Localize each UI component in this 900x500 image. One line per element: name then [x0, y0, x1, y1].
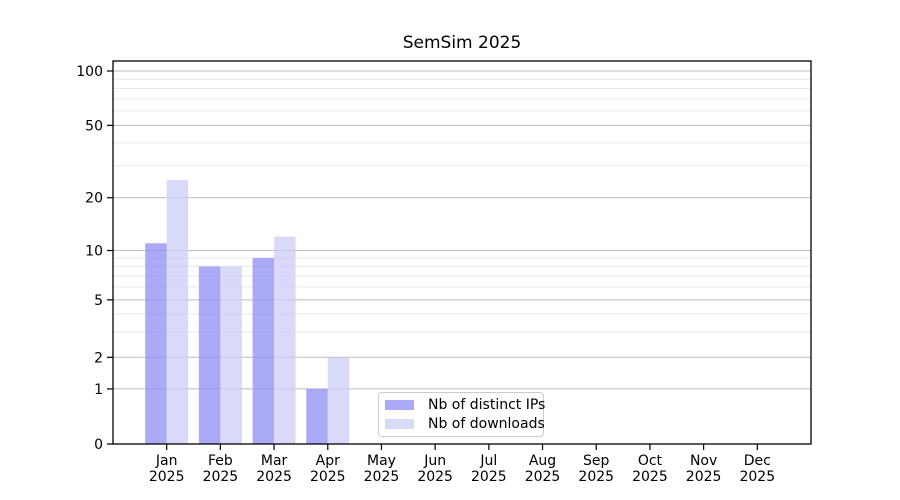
bar-jan-downloads [166, 180, 189, 444]
x-tick-label-month: Nov [690, 453, 717, 469]
x-tick-label-year: 2025 [632, 469, 668, 485]
y-tick-label: 0 [94, 437, 103, 453]
x-tick-label-month: Apr [316, 453, 340, 469]
y-tick-label: 100 [76, 64, 103, 80]
minor-gridlines [113, 78, 811, 333]
legend-swatch-distinct-ips [385, 400, 414, 411]
legend: Nb of distinct IPs Nb of downloads [378, 392, 545, 437]
axes: 0125102050100Jan2025Feb2025Mar2025Apr202… [76, 60, 812, 485]
x-tick-label-year: 2025 [525, 469, 561, 485]
x-tick-label-year: 2025 [364, 469, 400, 485]
bar-mar-ips [252, 258, 275, 444]
y-tick-label: 10 [85, 244, 103, 260]
bar-mar-downloads [274, 236, 296, 444]
x-tick-label-month: Jun [423, 453, 446, 469]
x-tick-label-year: 2025 [417, 469, 453, 485]
x-tick-label-year: 2025 [256, 469, 292, 485]
chart-title: SemSim 2025 [402, 33, 522, 53]
legend-label: Nb of downloads [428, 415, 545, 432]
x-tick-label-year: 2025 [471, 469, 507, 485]
x-tick-label-month: Dec [744, 453, 771, 469]
x-tick-label-year: 2025 [149, 469, 185, 485]
bar-apr-ips [306, 388, 328, 444]
x-tick-label-year: 2025 [310, 469, 346, 485]
legend-label: Nb of distinct IPs [428, 397, 546, 414]
x-tick-label-month: Jul [479, 453, 497, 469]
y-tick-label: 5 [94, 293, 103, 309]
x-tick-label-month: Aug [529, 453, 556, 469]
y-tick-label: 2 [94, 350, 103, 366]
x-tick-label-year: 2025 [686, 469, 722, 485]
x-tick-label-month: Mar [261, 453, 288, 469]
x-tick-label-year: 2025 [578, 469, 614, 485]
x-tick-label-month: Jan [155, 453, 178, 469]
plot-frame [112, 60, 812, 445]
bars [145, 180, 350, 444]
x-tick-label-month: Feb [208, 453, 233, 469]
legend-swatch-downloads [385, 418, 414, 429]
bar-jan-ips [145, 243, 167, 444]
x-tick-label-month: Oct [638, 453, 663, 469]
bar-feb-ips [198, 266, 221, 444]
x-tick-label-month: Sep [583, 453, 610, 469]
x-tick-label-year: 2025 [739, 469, 775, 485]
y-tick-label: 20 [85, 191, 103, 207]
legend-item-distinct-ips: Nb of distinct IPs [385, 396, 545, 415]
y-tick-label: 50 [85, 118, 103, 134]
bar-apr-downloads [327, 357, 350, 444]
x-tick-label-month: May [367, 453, 396, 469]
legend-item-downloads: Nb of downloads [385, 415, 545, 434]
x-tick-label-year: 2025 [203, 469, 239, 485]
bar-feb-downloads [220, 266, 242, 444]
y-tick-label: 1 [94, 382, 103, 398]
